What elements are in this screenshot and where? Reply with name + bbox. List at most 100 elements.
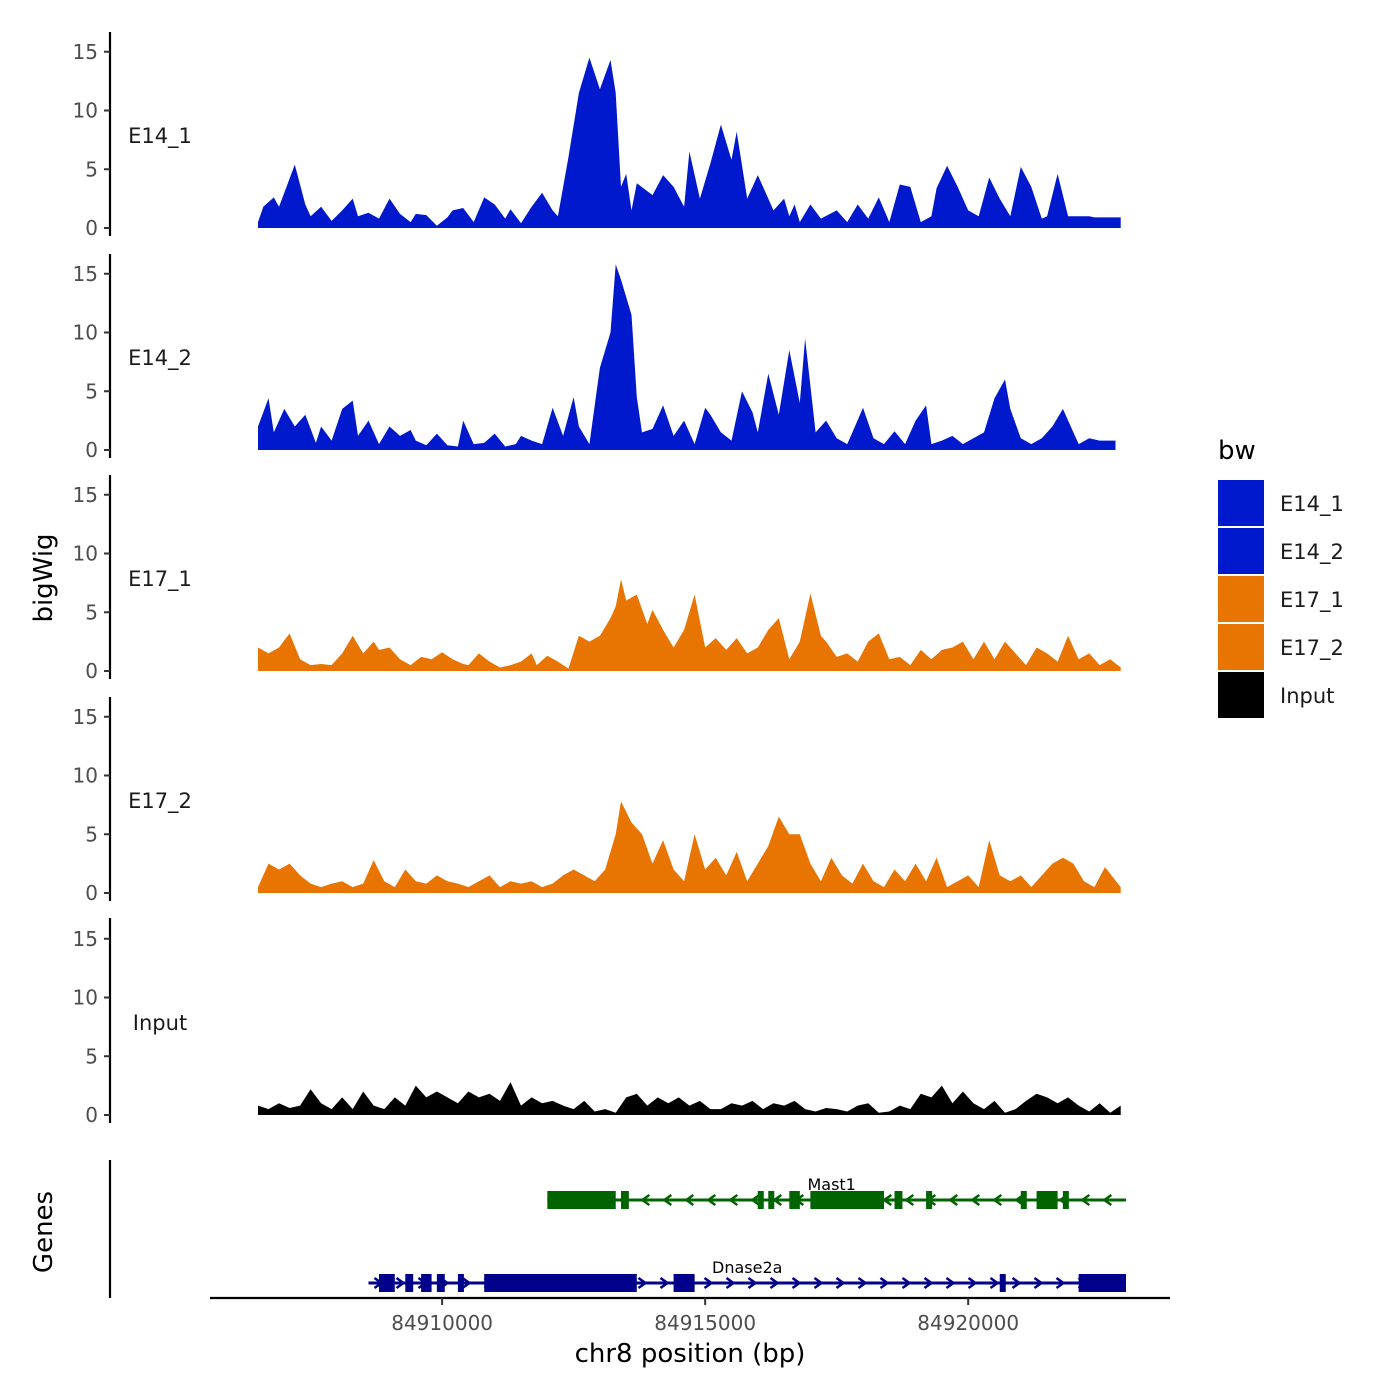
- y-tick-label: 5: [85, 1044, 98, 1068]
- strand-arrow-icon: [970, 1193, 981, 1207]
- legend-swatch: [1218, 480, 1264, 526]
- gene-exon: [894, 1191, 903, 1209]
- strand-arrow-icon: [640, 1193, 651, 1207]
- strand-arrow-icon: [637, 1276, 648, 1290]
- legend-label: E14_2: [1280, 540, 1344, 565]
- gene-exon: [484, 1274, 637, 1292]
- strand-arrow-icon: [989, 1276, 1000, 1290]
- strand-arrow-icon: [769, 1276, 780, 1290]
- y-tick-label: 15: [73, 483, 98, 507]
- y-tick-label: 0: [85, 438, 98, 462]
- strand-arrow-icon: [901, 1276, 912, 1290]
- y-tick-label: 5: [85, 379, 98, 403]
- gene-exon: [768, 1191, 775, 1209]
- gene-exon: [1036, 1191, 1058, 1209]
- y-tick-label: 15: [73, 927, 98, 951]
- strand-arrow-icon: [1080, 1193, 1091, 1207]
- legend-swatch: [1218, 576, 1264, 622]
- gene-exon: [547, 1191, 616, 1209]
- legend-label: E17_1: [1280, 588, 1344, 613]
- track-label: E17_1: [128, 567, 192, 592]
- signal-area-input: [258, 1082, 1121, 1115]
- y-tick-label: 5: [85, 822, 98, 846]
- strand-arrow-icon: [904, 1193, 915, 1207]
- gene-exon: [673, 1274, 695, 1292]
- strand-arrow-icon: [747, 1276, 758, 1290]
- y-tick-label: 0: [85, 659, 98, 683]
- strand-arrow-icon: [1055, 1276, 1066, 1290]
- gene-exon: [378, 1274, 395, 1292]
- strand-arrow-icon: [835, 1276, 846, 1290]
- strand-arrow-icon: [750, 1193, 761, 1207]
- track-label: E14_2: [128, 346, 192, 371]
- x-axis-title: chr8 position (bp): [575, 1339, 806, 1369]
- gene-exon: [1078, 1274, 1126, 1292]
- strand-arrow-icon: [706, 1193, 717, 1207]
- gene-label: Mast1: [807, 1175, 855, 1194]
- gene-exon: [926, 1191, 933, 1209]
- track-e17-2: 0 5 10 15 E17_2: [73, 697, 1121, 905]
- gene-mast1: Mast1: [547, 1175, 1126, 1209]
- strand-arrow-icon: [461, 1276, 472, 1290]
- strand-arrow-icon: [945, 1276, 956, 1290]
- y-axis-title: bigWig: [29, 533, 59, 622]
- signal-area-e17-1: [258, 579, 1121, 671]
- strand-arrow-icon: [813, 1276, 824, 1290]
- legend: bw E14_1 E14_2 E17_1 E17_2 Input: [1218, 436, 1344, 718]
- legend-label: E14_1: [1280, 492, 1344, 517]
- y-tick-label: 5: [85, 157, 98, 181]
- gene-exon: [457, 1274, 464, 1292]
- strand-arrow-icon: [703, 1276, 714, 1290]
- strand-arrow-icon: [1011, 1276, 1022, 1290]
- legend-swatch: [1218, 672, 1264, 718]
- strand-arrow-icon: [948, 1193, 959, 1207]
- signal-area-e14-2: [258, 264, 1116, 450]
- gene-label: Dnase2a: [712, 1258, 782, 1277]
- track-e14-2: 0 5 10 15 E14_2: [73, 254, 1116, 462]
- y-tick-label: 10: [73, 764, 98, 788]
- track-input: 0 5 10 15 Input: [73, 918, 1121, 1127]
- strand-arrow-icon: [772, 1193, 783, 1207]
- gene-exon: [1062, 1191, 1069, 1209]
- signal-area-e14-1: [258, 57, 1121, 228]
- strand-arrow-icon: [659, 1276, 670, 1290]
- gene-track: Mast1 Dnase2a: [108, 1160, 1126, 1298]
- strand-arrow-icon: [725, 1276, 736, 1290]
- y-tick-label: 15: [73, 262, 98, 286]
- y-tick-label: 15: [73, 705, 98, 729]
- gene-exon: [999, 1274, 1006, 1292]
- x-tick-label: 84910000: [391, 1311, 493, 1335]
- strand-arrow-icon: [882, 1193, 893, 1207]
- strand-arrow-icon: [662, 1193, 673, 1207]
- y-tick-label: 10: [73, 321, 98, 345]
- track-label: Input: [133, 1011, 187, 1035]
- strand-arrow-icon: [879, 1276, 890, 1290]
- x-tick-label: 84920000: [917, 1311, 1019, 1335]
- track-e14-1: 0 5 10 15 E14_1: [73, 32, 1121, 240]
- track-e17-1: 0 5 10 15 E17_1: [73, 475, 1121, 683]
- x-axis: 84910000 84915000 84920000: [210, 1296, 1170, 1335]
- track-label: E17_2: [128, 789, 192, 814]
- gene-exon: [757, 1191, 764, 1209]
- y-tick-label: 10: [73, 542, 98, 566]
- y-tick-label: 15: [73, 40, 98, 64]
- gene-exon: [810, 1191, 885, 1209]
- gene-exon: [789, 1191, 800, 1209]
- strand-arrow-icon: [728, 1193, 739, 1207]
- gene-exon: [405, 1274, 414, 1292]
- gene-exon: [436, 1274, 445, 1292]
- strand-arrow-icon: [1033, 1276, 1044, 1290]
- track-label: E14_1: [128, 124, 192, 149]
- legend-title: bw: [1218, 436, 1256, 466]
- y-tick-label: 5: [85, 600, 98, 624]
- strand-arrow-icon: [923, 1276, 934, 1290]
- gene-dnase2a: Dnase2a: [368, 1258, 1126, 1292]
- gene-exon: [620, 1191, 629, 1209]
- signal-tracks: 0 5 10 15 E14_1 0 5 10 15 E14_2 0 5 10 15 E17_1 0 5 10 15 E…: [73, 32, 1121, 1127]
- legend-label: E17_2: [1280, 636, 1344, 661]
- y-tick-label: 0: [85, 1103, 98, 1127]
- gene-exon: [1020, 1191, 1027, 1209]
- y-tick-label: 10: [73, 99, 98, 123]
- gene-exon: [421, 1274, 432, 1292]
